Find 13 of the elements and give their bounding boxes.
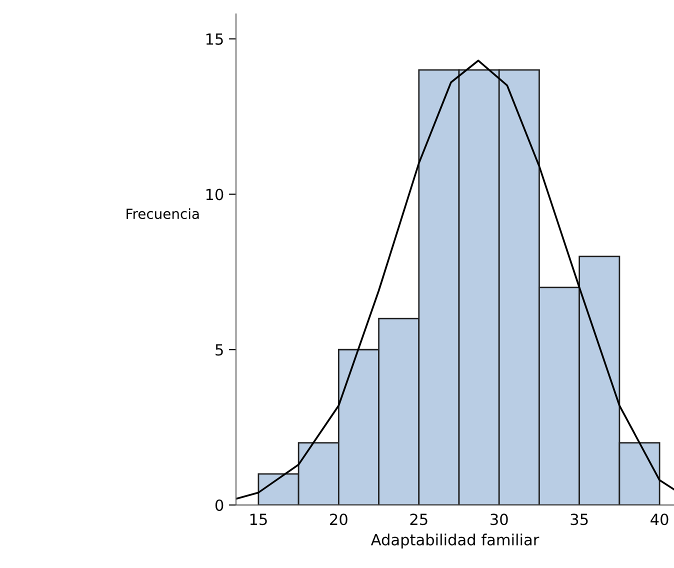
x-tick-label: 40	[650, 514, 668, 526]
y-tick-label: 0	[215, 499, 224, 512]
x-tick-label: 30	[490, 514, 508, 526]
x-tick-label: 25	[410, 514, 428, 526]
x-tick-label: 35	[570, 514, 588, 526]
y-tick-label: 15	[206, 34, 223, 45]
x-axis-title: Adaptabilidad familiar	[370, 534, 540, 548]
x-tick-label: 20	[330, 514, 348, 526]
y-tick-label: 10	[206, 188, 224, 200]
x-tick-label: 15	[250, 514, 267, 526]
y-axis-title: Frecuencia	[126, 208, 199, 220]
y-tick-label: 5	[216, 344, 223, 356]
line-series	[236, 60, 674, 500]
